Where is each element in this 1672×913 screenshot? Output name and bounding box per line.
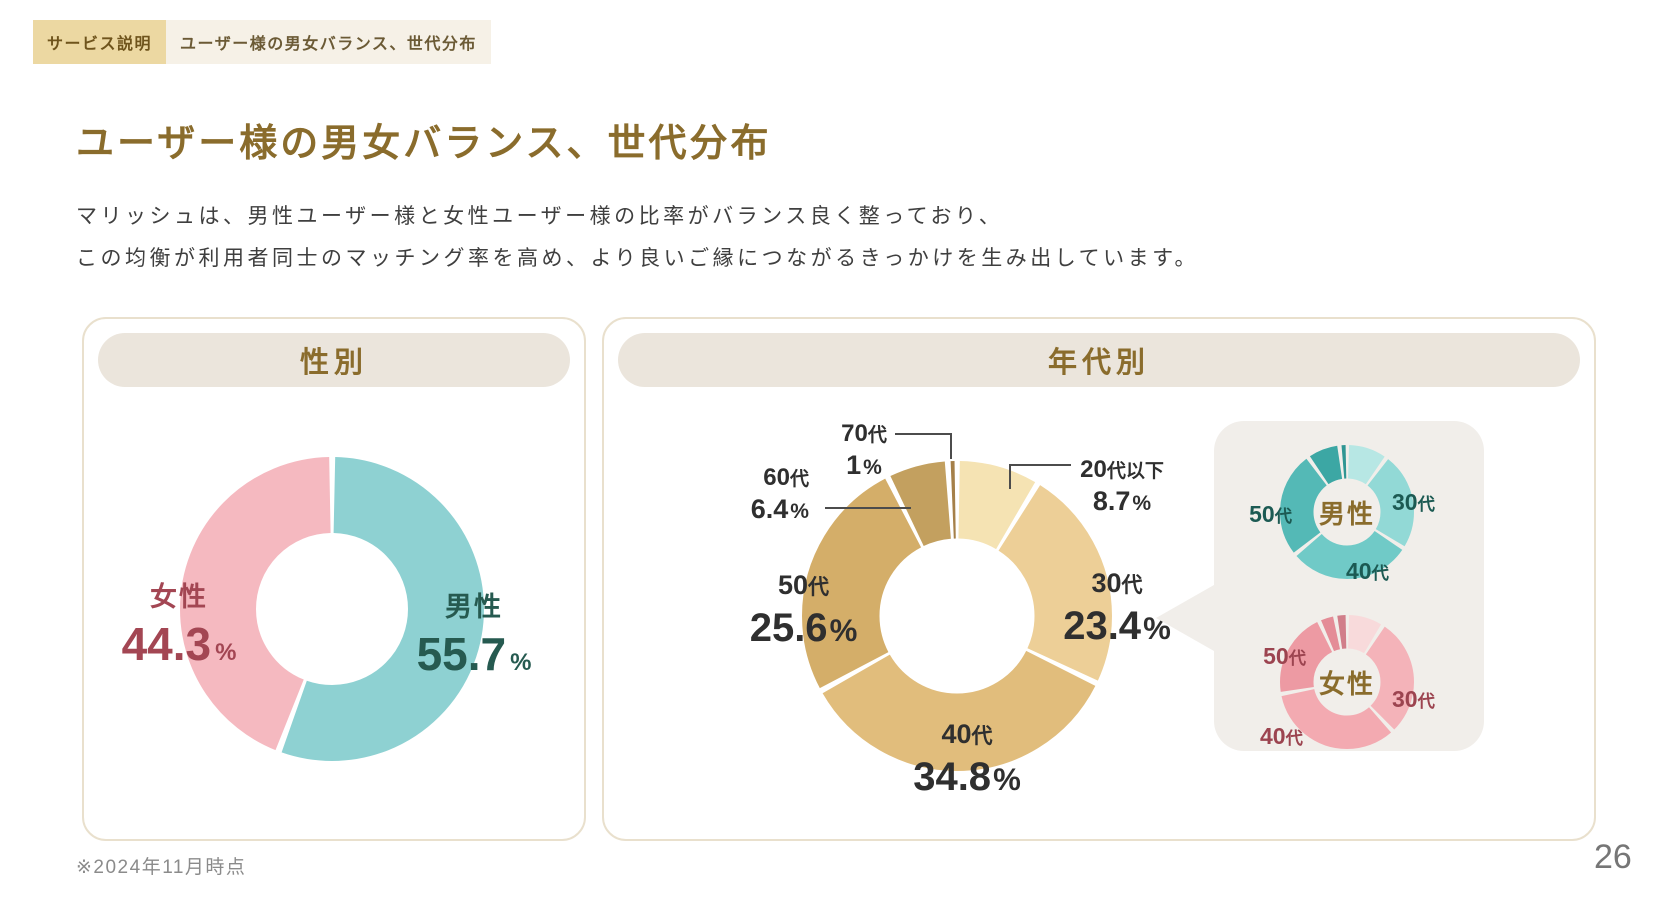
gender-donut-chart	[180, 457, 484, 761]
gender-card: 性別 女性 44.3% 男性 55.7%	[82, 317, 586, 841]
leader-line-70s-horizontal	[895, 433, 952, 435]
gender-card-header: 性別	[98, 333, 570, 387]
female-label-50s: 50代	[1263, 643, 1306, 669]
category-tag: サービス説明	[33, 20, 167, 64]
age-donut-chart	[802, 461, 1112, 771]
callout-pointer	[1156, 585, 1214, 651]
leader-line-70s-vertical	[950, 433, 952, 459]
male-mini-donut: 男性	[1280, 445, 1414, 579]
female-mini-center-label: 女性	[1318, 668, 1375, 699]
male-label-50s: 50代	[1249, 501, 1292, 527]
page-number: 26	[1594, 838, 1632, 876]
gender-label-female: 女性 44.3%	[99, 581, 259, 673]
female-name: 女性	[150, 582, 208, 612]
female-label-40s: 40代	[1260, 723, 1303, 749]
intro-line-2: この均衡が利用者同士のマッチング率を高め、より良いご縁につながるきっかけを生み出…	[76, 247, 1200, 270]
age-label-20s-under: 20代以下 8.7%	[1080, 456, 1164, 516]
female-mini-donut: 女性	[1280, 615, 1414, 749]
age-label-60s: 60代 6.4%	[750, 464, 809, 524]
intro-line-1: マリッシュは、男性ユーザー様と女性ユーザー様の比率がバランス良く整っており、	[76, 205, 1004, 228]
leader-line-20s-vertical	[1009, 464, 1011, 489]
age-label-40s: 40代 34.8%	[913, 719, 1021, 799]
leader-line-20s-horizontal	[1009, 464, 1071, 466]
male-name: 男性	[445, 592, 503, 622]
age-label-70s: 70代 1%	[841, 420, 887, 480]
page-title: ユーザー様の男女バランス、世代分布	[76, 123, 772, 165]
female-label-30s: 30代	[1392, 686, 1435, 712]
male-value: 55.7%	[416, 628, 532, 681]
age-label-50s: 50代 25.6%	[749, 570, 858, 650]
intro-text: マリッシュは、男性ユーザー様と女性ユーザー様の比率がバランス良く整っており、 こ…	[76, 196, 1199, 280]
subtitle-tag: ユーザー様の男女バランス、世代分布	[166, 20, 491, 64]
footnote: ※2024年11月時点	[76, 857, 247, 878]
gender-label-male: 男性 55.7%	[394, 591, 554, 683]
header-tags: サービス説明 ユーザー様の男女バランス、世代分布	[33, 20, 491, 64]
leader-line-60s-horizontal	[825, 507, 911, 509]
female-value: 44.3%	[121, 618, 237, 671]
male-label-40s: 40代	[1346, 558, 1389, 584]
male-label-30s: 30代	[1392, 489, 1435, 515]
age-card-header: 年代別	[618, 333, 1580, 387]
male-mini-center-label: 男性	[1318, 498, 1375, 529]
age-card: 年代別 70代 1% 60代 6.4% 50代 25.6% 40代 34.8% …	[602, 317, 1596, 841]
